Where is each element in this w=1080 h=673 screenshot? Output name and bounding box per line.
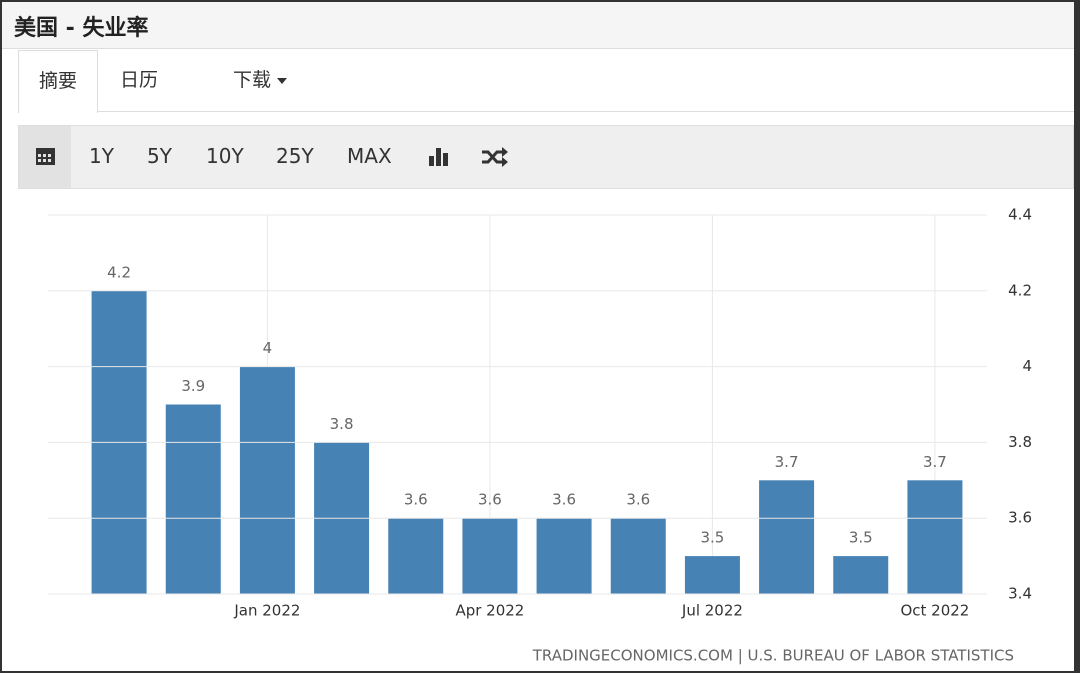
tab-label[interactable]: 下载 xyxy=(233,69,272,91)
tab[interactable]: 摘要 xyxy=(18,50,98,113)
value-label: 3.5 xyxy=(849,529,873,547)
bar xyxy=(907,480,963,594)
value-label: 3.6 xyxy=(404,491,428,509)
x-tick-label: Oct 2022 xyxy=(900,602,969,620)
range-button[interactable]: 10Y xyxy=(206,144,244,168)
bar xyxy=(165,404,221,594)
value-label: 3.9 xyxy=(181,377,205,395)
y-tick-label: 4.4 xyxy=(1008,206,1032,224)
bar xyxy=(462,518,518,594)
tab[interactable]: 日历 xyxy=(120,69,159,91)
y-tick-label: 3.6 xyxy=(1008,509,1032,527)
x-tick-label: Jan 2022 xyxy=(233,602,300,620)
value-label: 3.6 xyxy=(552,491,576,509)
y-tick-label: 4 xyxy=(1022,357,1032,375)
calendar-icon xyxy=(36,148,55,165)
y-tick-label: 3.4 xyxy=(1008,585,1032,603)
shuffle-icon[interactable] xyxy=(479,144,511,170)
calendar-button[interactable] xyxy=(19,126,71,188)
bar xyxy=(314,442,370,594)
value-label: 4 xyxy=(263,339,273,357)
y-tick-label: 3.8 xyxy=(1008,433,1032,451)
title-bar: 美国 - 失业率 xyxy=(2,2,1074,49)
bar xyxy=(833,556,889,594)
range-button[interactable]: 1Y xyxy=(89,144,114,168)
x-tick-label: Jul 2022 xyxy=(681,602,743,620)
bar xyxy=(610,518,666,594)
toolbar: 1Y 5Y 10Y 25Y MAX xyxy=(18,125,1074,189)
tab-border xyxy=(97,111,1074,112)
bar xyxy=(684,556,740,594)
tab-dropdown[interactable]: 下载 xyxy=(233,50,288,112)
range-button[interactable]: 25Y xyxy=(276,144,314,168)
value-label: 3.7 xyxy=(775,453,799,471)
y-tick-label: 4.2 xyxy=(1008,281,1032,299)
bar-chart-icon[interactable] xyxy=(425,144,453,170)
bar xyxy=(536,518,592,594)
value-label: 4.2 xyxy=(107,263,131,281)
value-label: 3.6 xyxy=(478,491,502,509)
source-note: TRADINGECONOMICS.COM | U.S. BUREAU OF LA… xyxy=(532,647,1014,665)
range-button[interactable]: 5Y xyxy=(147,144,172,168)
value-label: 3.6 xyxy=(626,491,650,509)
value-label: 3.7 xyxy=(923,453,947,471)
page-title: 美国 - 失业率 xyxy=(14,16,149,41)
value-label: 3.8 xyxy=(330,415,354,433)
bar xyxy=(91,290,147,594)
caret-icon xyxy=(277,77,288,84)
bar xyxy=(388,518,444,594)
bar xyxy=(759,480,815,594)
x-tick-label: Apr 2022 xyxy=(455,602,524,620)
bar xyxy=(239,366,295,594)
value-label: 3.5 xyxy=(700,529,724,547)
range-button[interactable]: MAX xyxy=(347,144,392,168)
